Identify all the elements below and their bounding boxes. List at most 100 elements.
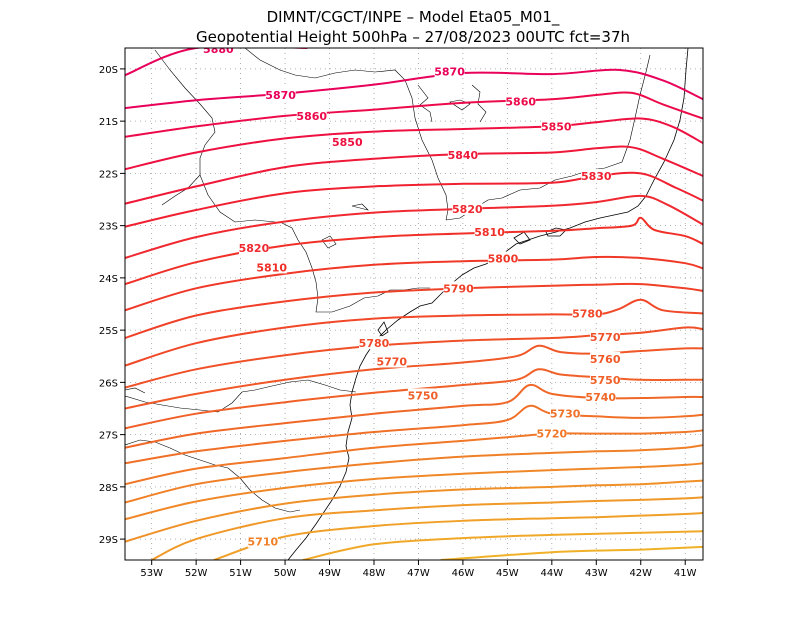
contour-label: 5810	[256, 261, 287, 274]
x-tick-label: 47W	[407, 568, 430, 579]
contour-label-bg	[265, 88, 296, 102]
contour-label: 5710	[248, 536, 279, 549]
chart-title-line1: DIMNT/CGCT/INPE – Model Eta05_M01_	[267, 8, 560, 27]
x-tick-label: 41W	[674, 568, 697, 579]
contour-label-bg	[474, 224, 505, 238]
contour-label: 5780	[572, 307, 603, 320]
contour-5700	[125, 462, 703, 521]
contour-label-bg	[505, 94, 536, 108]
border-sc-rs	[125, 439, 301, 513]
y-tick-label: 20S	[99, 65, 118, 76]
contour-label-bg	[203, 48, 234, 56]
contour-5770	[125, 326, 703, 389]
contour-5750	[125, 368, 703, 430]
x-tick-label: 42W	[629, 568, 652, 579]
contour-label-bg	[590, 372, 621, 386]
contour-label-bg	[585, 389, 616, 403]
contour-5680	[151, 496, 703, 560]
contour-label: 5720	[537, 428, 568, 441]
coastline-map	[287, 48, 689, 560]
contour-label-bg	[376, 354, 407, 368]
contour-label: 5830	[581, 170, 612, 183]
contour-5720	[125, 429, 703, 486]
contour-label: 5810	[474, 226, 505, 239]
contour-label-bg	[238, 241, 269, 255]
contour-5670	[213, 512, 703, 560]
border-sp-ms	[199, 174, 276, 223]
contour-label-bg	[590, 329, 621, 343]
x-tick-label: 45W	[496, 568, 519, 579]
contour-5710	[125, 444, 703, 504]
coastline-brazil	[287, 294, 441, 560]
x-tick-label: 49W	[318, 568, 341, 579]
contour-label-bg	[247, 534, 278, 548]
plot-area	[125, 48, 703, 560]
border-lakes	[321, 99, 471, 249]
y-tick-label: 23S	[99, 222, 118, 233]
contour-label-bg	[296, 108, 327, 122]
contour-label-bg	[541, 119, 572, 133]
contour-label: 5780	[359, 337, 390, 350]
contour-label: 5800	[488, 253, 519, 266]
chart-title-line2: Geopotential Height 500hPa – 27/08/2023 …	[196, 28, 630, 46]
contour-label: 5850	[541, 120, 572, 133]
border-sp-pr	[279, 221, 430, 313]
x-tick-label: 53W	[140, 568, 163, 579]
contour-label: 5850	[332, 136, 363, 149]
contour-label: 5870	[265, 89, 296, 102]
x-axis-ticks: 53W 52W 51W 50W 49W 48W 47W 46W 45W 44W 43W 42W 41W	[140, 560, 697, 579]
contour-label: 5880	[203, 43, 234, 56]
contour-5860	[125, 91, 703, 138]
contour-label: 5760	[590, 353, 621, 366]
x-tick-label: 44W	[541, 568, 564, 579]
contour-label: 5740	[585, 391, 616, 404]
contour-label: 5840	[448, 149, 479, 162]
x-tick-label: 48W	[363, 568, 386, 579]
y-tick-label: 25S	[99, 326, 118, 337]
contour-label-bg	[590, 351, 621, 365]
contour-label-bg	[452, 201, 483, 215]
y-tick-label: 28S	[99, 483, 118, 494]
contour-label: 5870	[434, 66, 465, 79]
contour-5760	[125, 344, 703, 410]
contour-label-bg	[332, 135, 363, 149]
contour-label-bg	[536, 426, 567, 440]
plot-frame	[124, 47, 704, 561]
x-tick-label: 52W	[185, 568, 208, 579]
contour-label-bg	[434, 64, 465, 78]
contour-5880	[125, 48, 308, 77]
contour-label: 5750	[408, 389, 439, 402]
y-tick-label: 26S	[99, 378, 118, 389]
coastline-island-1	[545, 227, 567, 237]
contour-label: 5770	[590, 331, 621, 344]
contour-5780	[125, 298, 703, 367]
contour-label: 5820	[239, 242, 270, 255]
contour-5800	[125, 255, 703, 312]
contour-label-bg	[581, 169, 612, 182]
y-tick-label: 29S	[99, 535, 118, 546]
y-axis-ticks: 20S 21S 22S 23S 24S 25S 26S 27S 28S 29S	[99, 65, 125, 546]
contour-label-bg	[358, 336, 389, 350]
contour-label-bg	[407, 388, 438, 402]
contour-5740	[125, 383, 703, 449]
x-tick-label: 50W	[274, 568, 297, 579]
contour-label: 5860	[505, 95, 536, 108]
contour-5850	[125, 117, 703, 171]
contour-label: 5750	[590, 374, 621, 387]
border-mg-north	[244, 48, 449, 221]
y-tick-label: 27S	[99, 431, 118, 442]
contour-5650	[440, 545, 703, 560]
contour-5730	[125, 404, 703, 465]
contour-label: 5730	[550, 408, 581, 421]
contour-label-bg	[256, 260, 287, 274]
y-tick-label: 21S	[99, 117, 118, 128]
contour-5690	[125, 479, 703, 543]
contour-5660	[302, 530, 703, 560]
x-tick-label: 46W	[452, 568, 475, 579]
border-mg-rj	[445, 54, 651, 221]
contour-label-bg	[550, 406, 581, 420]
border-pr-sc	[125, 379, 357, 413]
contour-label-bg	[572, 306, 603, 320]
